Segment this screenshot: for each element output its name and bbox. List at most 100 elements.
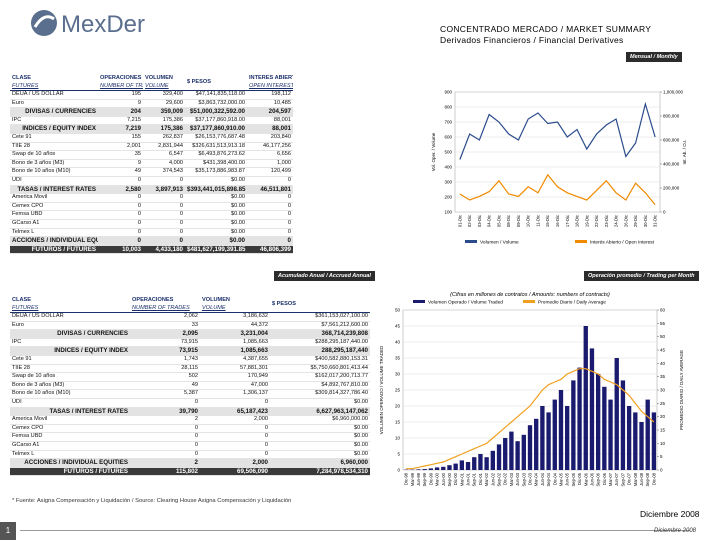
x-tick-label: Mar-08 bbox=[633, 472, 638, 486]
x-tick-label: Jun-01 bbox=[466, 472, 471, 485]
table-cell: $0.00 bbox=[185, 210, 247, 220]
table-cell: 3,231,004 bbox=[200, 329, 270, 339]
x-tick-label: Mar-99 bbox=[410, 472, 415, 486]
table-cell: 2,062 bbox=[130, 312, 200, 322]
bar bbox=[577, 367, 582, 470]
x-tick-label: Jun-04 bbox=[540, 472, 545, 485]
bar bbox=[608, 399, 613, 470]
y-tick-label: 200 bbox=[444, 195, 452, 200]
table-cell: 57,881,301 bbox=[200, 364, 270, 374]
bar bbox=[552, 399, 557, 470]
y2-tick-label: 20 bbox=[660, 414, 666, 419]
y2-tick-label: 400,000 bbox=[663, 162, 680, 167]
table-row: UDI 0 0 $0.00 0 bbox=[10, 176, 293, 186]
y-tick-label: 800 bbox=[444, 105, 452, 110]
table-cell: $288,295,187,440.00 bbox=[270, 338, 370, 348]
title: CONCENTRADO MERCADO / MARKET SUMMARY bbox=[440, 24, 652, 34]
table-cell: 2,000 bbox=[200, 458, 270, 468]
header-spanish: VOLUMEN bbox=[145, 75, 173, 81]
bar bbox=[478, 454, 483, 470]
table-cell: DEUA / US DOLLAR bbox=[10, 90, 98, 100]
line bbox=[459, 173, 656, 206]
header-cell: $ PESOS bbox=[270, 296, 370, 313]
table-cell: 0 bbox=[130, 398, 200, 408]
y2-tick-label: 5 bbox=[660, 454, 663, 459]
table-cell: 6,627,963,147,062 bbox=[270, 407, 370, 417]
x-tick-label: Sep-01 bbox=[472, 472, 477, 486]
y2-tick-label: 30 bbox=[660, 388, 666, 393]
table-cell: $0.00 bbox=[185, 193, 247, 203]
x-tick-label: 15-Dic bbox=[545, 215, 550, 227]
y2-tick-label: 15 bbox=[660, 428, 666, 433]
table-cell: 44,372 bbox=[200, 321, 270, 331]
x-tick-label: 04-Dic bbox=[487, 215, 492, 227]
logo-icon bbox=[31, 10, 57, 36]
table-cell: $26,153,776,687.48 bbox=[185, 133, 247, 143]
page-number: 1 bbox=[0, 522, 16, 540]
date: Diciembre 2008 bbox=[640, 509, 700, 519]
y2-axis-label: Int. Ab. / O.I. bbox=[682, 139, 687, 164]
bar bbox=[602, 386, 607, 470]
y-tick-label: 5 bbox=[397, 452, 400, 457]
y-tick-label: 30 bbox=[395, 372, 401, 377]
bar bbox=[515, 441, 520, 470]
table-cell: 46,177,256 bbox=[247, 142, 293, 152]
table-cell: 0 bbox=[130, 441, 200, 451]
x-tick-label: 23-Dic bbox=[604, 215, 609, 227]
header-spanish: OPERACIONES bbox=[132, 297, 174, 303]
x-tick-label: Jun-05 bbox=[565, 472, 570, 485]
table-cell: 0 bbox=[130, 424, 200, 434]
bar bbox=[589, 348, 595, 470]
table-row: UDI 0 0 $0.00 bbox=[10, 398, 370, 408]
header-spanish: $ PESOS bbox=[272, 301, 296, 307]
subtotal-row: TASAS / INTEREST RATES 2,580 3,897,913 $393… bbox=[10, 185, 293, 195]
header-english: FUTURES bbox=[12, 305, 39, 311]
line bbox=[459, 101, 656, 160]
table-row: GCarso A1 0 0 $0.00 0 bbox=[10, 219, 293, 229]
y2-tick-label: 600,000 bbox=[663, 138, 680, 143]
table-cell: 0 bbox=[247, 210, 293, 220]
bar bbox=[453, 463, 458, 470]
table-cell: 0 bbox=[98, 202, 143, 212]
table-cell: Femsa UBD bbox=[10, 210, 98, 220]
table-cell: 1,000 bbox=[247, 159, 293, 169]
table-cell: 39,790 bbox=[130, 407, 200, 417]
table-row: DEUA / US DOLLAR 2,062 3,186,632 $361,153,0… bbox=[10, 312, 370, 322]
table-cell: $0.00 bbox=[270, 432, 370, 442]
table-cell: 46,806,399 bbox=[247, 245, 293, 255]
x-tick-label: Sep-07 bbox=[620, 472, 625, 486]
table-cell: $37,177,860,910.00 bbox=[185, 124, 247, 134]
table-cell: 368,714,239,808 bbox=[270, 329, 370, 339]
table-cell: 198,112 bbox=[247, 90, 293, 100]
y-tick-label: 50 bbox=[395, 308, 401, 313]
table-cell: 204,597 bbox=[247, 107, 293, 117]
legend-swatch bbox=[413, 300, 425, 303]
table-cell: $0.00 bbox=[270, 450, 370, 460]
header-cell: OPERACIONES NUMBER OF TRADES bbox=[130, 296, 200, 313]
y2-tick-label: 800,000 bbox=[663, 114, 680, 119]
table-cell: Femsa UBD bbox=[10, 432, 130, 442]
table-cell: 0 bbox=[143, 210, 185, 220]
table-cell: 3,186,632 bbox=[200, 312, 270, 322]
header-cell: INTERES ABIERTO* OPEN INTEREST* bbox=[247, 74, 293, 91]
table-cell: 0 bbox=[98, 228, 143, 238]
table-row: Bono de 3 años (M3) 49 47,000 $4,892,767,81… bbox=[10, 381, 370, 391]
table-cell: 0 bbox=[143, 228, 185, 238]
y2-tick-label: 200,000 bbox=[663, 186, 680, 191]
table-row: TIIE 28 28,115 57,881,301 $5,750,660,801,41… bbox=[10, 364, 370, 374]
table-cell: 0 bbox=[200, 450, 270, 460]
table-cell: Telmex L bbox=[10, 450, 130, 460]
table-cell: 88,001 bbox=[247, 124, 293, 134]
table-cell: $0.00 bbox=[270, 424, 370, 434]
table-row: Femsa UBD 0 0 $0.00 bbox=[10, 432, 370, 442]
legend-label: Volumen Operado / Volume Traded bbox=[428, 300, 503, 306]
table-cell: 2,580 bbox=[98, 185, 143, 195]
table-row: Euro 9 29,600 $3,863,732,000.00 10,485 bbox=[10, 99, 293, 109]
x-tick-label: 02-Dic bbox=[467, 215, 472, 227]
table-cell: 28,115 bbox=[130, 364, 200, 374]
table-row: Bono de 10 años (M10) 49 374,543 $35,173,88… bbox=[10, 167, 293, 177]
y-axis-label: Vol. Oper. / Volume bbox=[431, 132, 436, 171]
table-cell: IPC bbox=[10, 116, 98, 126]
table-cell: 49 bbox=[98, 167, 143, 177]
table-cell: Telmex L bbox=[10, 228, 98, 238]
